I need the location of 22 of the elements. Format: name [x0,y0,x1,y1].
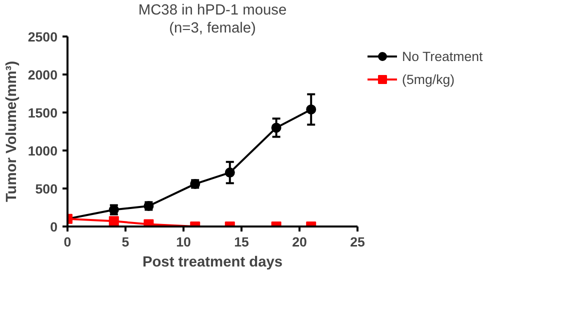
y-tick-label: 1000 [28,144,58,158]
y-tick-label: 2000 [28,68,58,82]
y-axis-title: Tumor Volume(mm³) [4,60,20,202]
x-tick-label: 15 [234,234,250,250]
y-tick-label: 2500 [28,30,58,44]
y-tick-label: 500 [35,182,58,196]
legend-label: (5mg/kg) [402,72,455,86]
point [108,216,119,226]
point [224,168,235,178]
x-tick-label: 10 [176,234,191,250]
y-tick-label: 0 [50,220,58,234]
chart-subtitle: (n=3, female) [169,20,256,36]
x-tick-label: 25 [350,234,366,250]
x-tick-label: 20 [292,234,307,250]
point [306,104,316,114]
point [271,122,282,133]
x-tick-label: 0 [64,234,72,250]
x-tick-label: 5 [122,234,130,250]
y-tick-label: 1500 [28,106,58,120]
chart-title: MC38 in hPD-1 mouse [138,2,287,18]
legend-label: No Treatment [402,48,483,64]
x-axis-title: Post treatment days [142,254,283,270]
